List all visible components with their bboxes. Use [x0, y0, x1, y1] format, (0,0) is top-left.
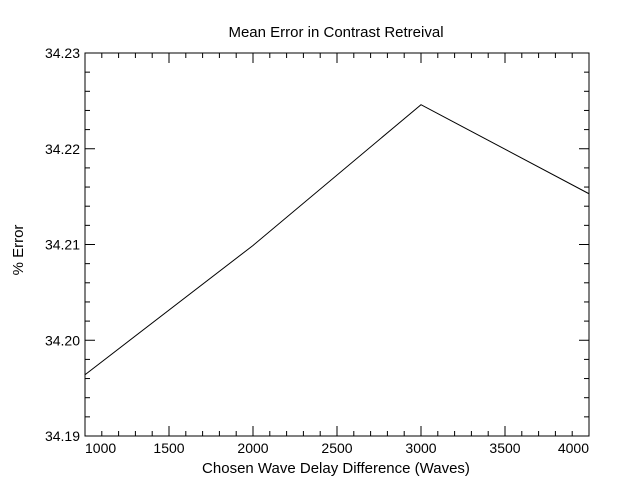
x-tick-label: 4000 [558, 440, 589, 456]
series-layer [84, 104, 590, 376]
x-tick-label: 3500 [489, 440, 520, 456]
x-tick-label: 2000 [237, 440, 268, 456]
y-tick-label: 34.21 [45, 237, 80, 253]
series-line [84, 104, 590, 376]
y-axis-label: % Error [10, 225, 27, 276]
x-tick-label: 2500 [321, 440, 352, 456]
x-axis-label: Chosen Wave Delay Difference (Waves) [202, 460, 470, 477]
axis-ticks [84, 52, 590, 437]
y-tick-label: 34.20 [45, 332, 80, 348]
tick-labels: 1000 1500 2000 2500 3000 3500 4000 34.19 34.20 34… [45, 45, 589, 456]
chart-title: Mean Error in Contrast Retreival [228, 24, 443, 41]
plot-frame [84, 52, 590, 437]
y-tick-label: 34.19 [45, 428, 80, 444]
y-tick-label: 34.23 [45, 45, 80, 61]
y-tick-label: 34.22 [45, 141, 80, 157]
x-tick-label: 1000 [85, 440, 116, 456]
x-tick-label: 3000 [405, 440, 436, 456]
x-tick-label: 1500 [153, 440, 184, 456]
